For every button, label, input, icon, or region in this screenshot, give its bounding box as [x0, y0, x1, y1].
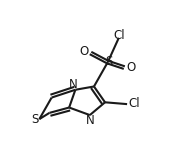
Text: S: S — [31, 113, 38, 126]
Text: S: S — [105, 55, 112, 68]
Text: O: O — [127, 61, 136, 73]
Text: O: O — [80, 45, 89, 58]
Text: N: N — [69, 78, 78, 91]
Text: Cl: Cl — [128, 97, 140, 110]
Text: Cl: Cl — [114, 29, 125, 42]
Text: N: N — [86, 114, 95, 127]
